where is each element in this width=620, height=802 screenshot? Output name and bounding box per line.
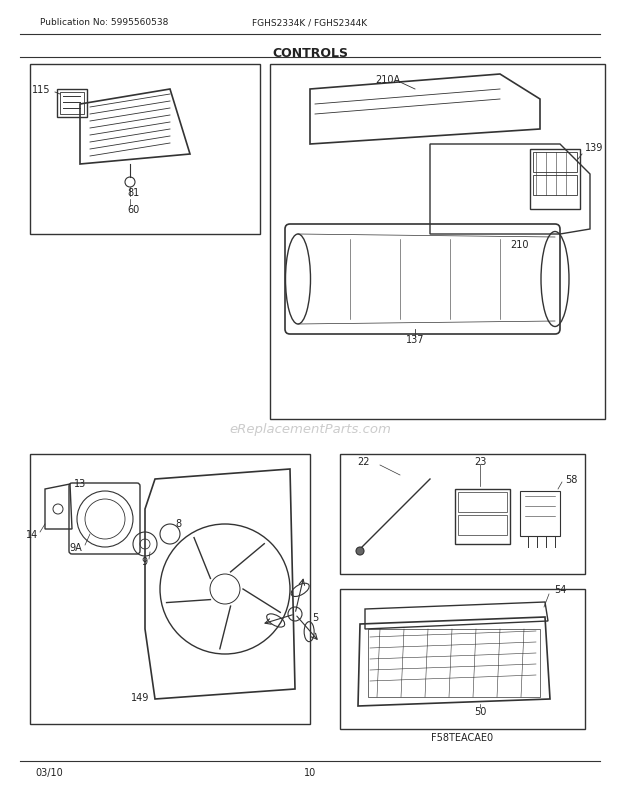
Bar [57, 90, 87, 118]
Bar [533, 153, 577, 172]
Text: 14: 14 [26, 529, 38, 539]
Bar [340, 455, 585, 574]
Text: Publication No: 5995560538: Publication No: 5995560538 [40, 18, 169, 27]
Text: 23: 23 [474, 456, 486, 467]
Text: F58TEACAE0: F58TEACAE0 [431, 732, 493, 742]
Text: 115: 115 [32, 85, 50, 95]
Text: 22: 22 [356, 456, 370, 467]
Text: 03/10: 03/10 [35, 767, 63, 777]
Bar [340, 589, 585, 729]
Text: 50: 50 [474, 706, 486, 716]
Bar [530, 150, 580, 210]
Text: 60: 60 [127, 205, 139, 215]
Text: 8: 8 [175, 518, 181, 529]
Text: 137: 137 [405, 334, 424, 345]
Text: eReplacementParts.com: eReplacementParts.com [229, 423, 391, 436]
Bar [368, 630, 540, 697]
Text: 139: 139 [585, 143, 603, 153]
Circle shape [356, 547, 364, 555]
Bar [533, 176, 577, 196]
Bar [60, 93, 84, 115]
Text: 9A: 9A [69, 542, 82, 553]
Text: 149: 149 [131, 692, 149, 702]
Bar [458, 492, 507, 512]
Text: CONTROLS: CONTROLS [272, 47, 348, 60]
Text: 210A: 210A [375, 75, 400, 85]
Bar [30, 455, 310, 724]
Text: 58: 58 [565, 475, 577, 484]
Bar [458, 516, 507, 535]
Text: FGHS2334K / FGHS2344K: FGHS2334K / FGHS2344K [252, 18, 368, 27]
Text: 10: 10 [304, 767, 316, 777]
Text: 9: 9 [142, 557, 148, 566]
Text: 5: 5 [312, 612, 318, 622]
Bar [455, 489, 510, 545]
Text: 81: 81 [127, 188, 139, 198]
Bar [270, 65, 605, 419]
Bar [30, 65, 260, 235]
Bar [520, 492, 560, 537]
Text: 210: 210 [510, 240, 528, 249]
Text: 54: 54 [554, 585, 567, 594]
Text: 13: 13 [74, 479, 86, 488]
